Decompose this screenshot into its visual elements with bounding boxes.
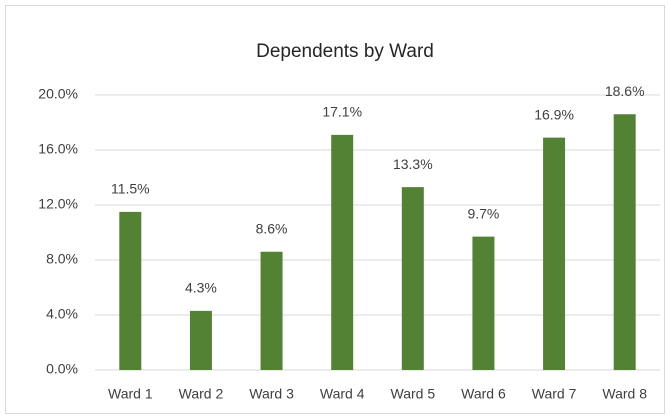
bar	[331, 134, 354, 370]
x-tick-label: Ward 1	[108, 386, 153, 402]
x-tick-label: Ward 6	[461, 386, 506, 402]
x-tick-label: Ward 7	[532, 386, 577, 402]
data-label: 18.6%	[605, 83, 645, 99]
chart-title: Dependents by Ward	[256, 41, 434, 62]
bar	[401, 187, 424, 370]
data-label: 11.5%	[111, 181, 150, 197]
y-tick-label: 12.0%	[38, 196, 78, 212]
bar	[260, 251, 283, 370]
data-label: 4.3%	[185, 280, 217, 296]
y-tick-label: 16.0%	[38, 141, 78, 157]
bar	[119, 211, 142, 370]
y-tick-label: 8.0%	[46, 251, 78, 267]
y-tick-label: 0.0%	[46, 361, 78, 377]
data-label: 8.6%	[256, 220, 288, 236]
data-label: 9.7%	[467, 205, 499, 221]
bar	[472, 236, 495, 370]
x-tick-label: Ward 8	[602, 386, 647, 402]
y-tick-label: 4.0%	[46, 306, 78, 322]
x-tick-label: Ward 3	[249, 386, 294, 402]
x-tick-label: Ward 2	[179, 386, 224, 402]
bar	[189, 310, 212, 370]
bar	[613, 114, 636, 370]
data-label: 13.3%	[393, 156, 433, 172]
bar	[543, 137, 566, 370]
x-tick-label: Ward 5	[391, 386, 436, 402]
data-label: 16.9%	[534, 106, 574, 122]
x-tick-label: Ward 4	[320, 386, 365, 402]
y-tick-label: 20.0%	[38, 86, 78, 102]
data-label: 17.1%	[322, 104, 362, 120]
